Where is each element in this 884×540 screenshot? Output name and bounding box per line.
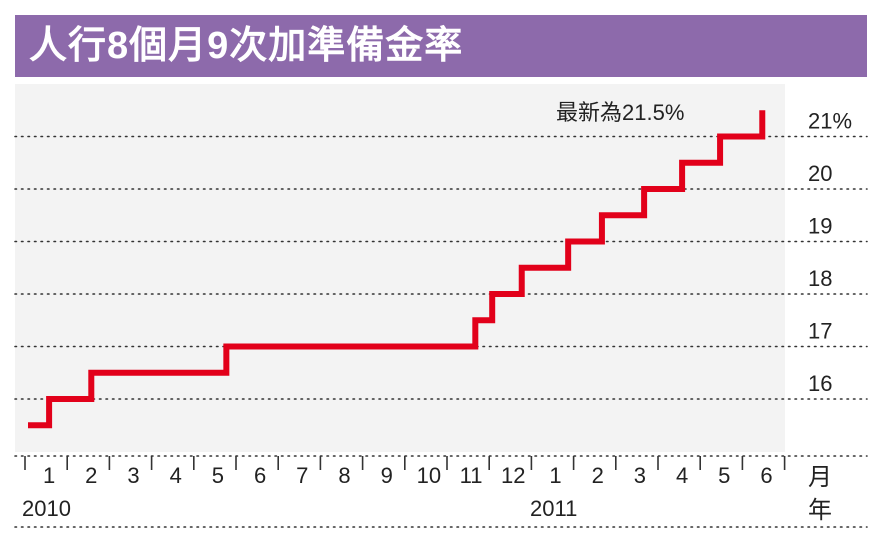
- x-axis-year-2011: 2011: [530, 496, 577, 521]
- x-tick-label-month: 1: [549, 463, 561, 488]
- y-tick-label-21: 21%: [808, 109, 852, 134]
- x-axis-ticks: [24, 456, 786, 470]
- x-tick-label-month: 12: [501, 463, 525, 488]
- x-axis-tick-labels: 1 2 3 4 5 6 7 8 9 10 11 12 1 2 3 4 5 6: [43, 463, 773, 488]
- x-tick-label-month: 6: [760, 463, 772, 488]
- x-tick-label-month: 1: [43, 463, 55, 488]
- y-tick-label-17: 17: [808, 319, 832, 344]
- x-tick-label-month: 6: [254, 463, 266, 488]
- x-tick-label-month: 10: [417, 463, 441, 488]
- y-tick-label-20: 20: [808, 161, 832, 186]
- series-line: [28, 110, 766, 429]
- y-axis-tick-labels: 16 17 18 19 20 21%: [808, 109, 852, 397]
- x-tick-label-month: 3: [634, 463, 646, 488]
- chart-title: 人行8個月9次加準備金率: [29, 25, 464, 67]
- x-tick-label-month: 3: [127, 463, 139, 488]
- latest-value-annotation: 最新為21.5%: [556, 100, 684, 125]
- x-tick-label-month: 11: [460, 463, 483, 488]
- plot-background: [15, 84, 785, 452]
- x-tick-label-month: 7: [296, 463, 308, 488]
- x-tick-label-month: 4: [676, 463, 688, 488]
- x-axis-year-2010: 2010: [22, 496, 71, 521]
- x-tick-label-month: 4: [170, 463, 182, 488]
- x-tick-label-month: 2: [85, 463, 97, 488]
- x-axis-unit-year: 年: [808, 497, 832, 524]
- x-tick-label-month: 5: [718, 463, 730, 488]
- x-tick-label-month: 2: [592, 463, 604, 488]
- x-tick-label-month: 5: [212, 463, 224, 488]
- y-tick-label-16: 16: [808, 371, 832, 396]
- x-axis-unit-month: 月: [808, 464, 832, 491]
- y-tick-label-18: 18: [808, 266, 832, 291]
- title-bar: 人行8個月9次加準備金率: [15, 15, 867, 77]
- x-tick-label-month: 9: [381, 463, 393, 488]
- y-tick-label-19: 19: [808, 214, 832, 239]
- x-tick-label-month: 8: [338, 463, 350, 488]
